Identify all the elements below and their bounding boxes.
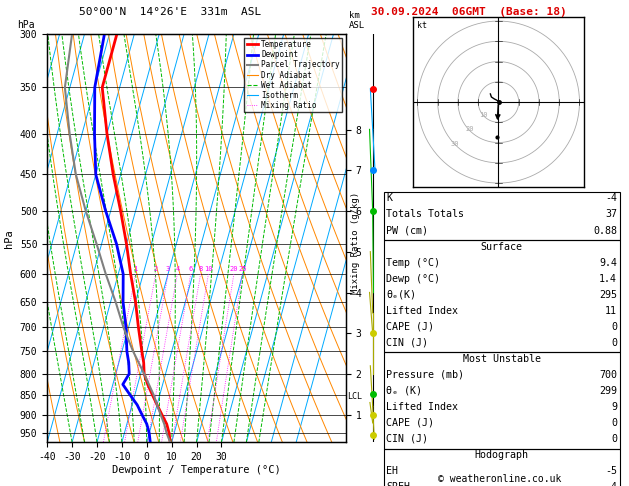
Text: 25: 25 [238, 266, 247, 272]
Legend: Temperature, Dewpoint, Parcel Trajectory, Dry Adiabat, Wet Adiabat, Isotherm, Mi: Temperature, Dewpoint, Parcel Trajectory… [245, 38, 342, 112]
X-axis label: Dewpoint / Temperature (°C): Dewpoint / Temperature (°C) [112, 465, 281, 475]
Text: PW (cm): PW (cm) [386, 226, 428, 236]
Text: 2: 2 [153, 266, 158, 272]
Text: CIN (J): CIN (J) [386, 434, 428, 444]
Text: θₑ (K): θₑ (K) [386, 386, 422, 396]
Text: 37: 37 [605, 209, 617, 220]
Text: hPa: hPa [18, 20, 35, 30]
Text: 0: 0 [611, 338, 617, 348]
Text: -5: -5 [605, 466, 617, 476]
Text: 20: 20 [465, 126, 474, 132]
Text: CAPE (J): CAPE (J) [386, 418, 434, 428]
Text: Pressure (mb): Pressure (mb) [386, 370, 464, 380]
Text: 50°00'N  14°26'E  331m  ASL: 50°00'N 14°26'E 331m ASL [79, 7, 261, 17]
Text: SREH: SREH [386, 482, 410, 486]
Text: Hodograph: Hodograph [475, 450, 528, 460]
Text: 0: 0 [611, 418, 617, 428]
Text: K: K [386, 193, 392, 204]
Text: 1.4: 1.4 [599, 274, 617, 284]
Text: Lifted Index: Lifted Index [386, 402, 458, 412]
Text: Dewp (°C): Dewp (°C) [386, 274, 440, 284]
Text: 30.09.2024  06GMT  (Base: 18): 30.09.2024 06GMT (Base: 18) [370, 7, 567, 17]
Text: 8: 8 [199, 266, 203, 272]
Text: Temp (°C): Temp (°C) [386, 258, 440, 268]
Text: 10: 10 [480, 112, 488, 118]
Text: 4: 4 [175, 266, 179, 272]
Text: 30: 30 [450, 141, 459, 147]
Text: Mixing Ratio (g/kg): Mixing Ratio (g/kg) [351, 192, 360, 294]
Text: 0.88: 0.88 [593, 226, 617, 236]
Text: Surface: Surface [481, 242, 523, 252]
Text: 9.4: 9.4 [599, 258, 617, 268]
Text: kt: kt [418, 21, 428, 30]
Text: Totals Totals: Totals Totals [386, 209, 464, 220]
Y-axis label: hPa: hPa [4, 229, 14, 247]
Text: Most Unstable: Most Unstable [462, 354, 541, 364]
Text: 700: 700 [599, 370, 617, 380]
Text: 9: 9 [611, 402, 617, 412]
Text: 6: 6 [189, 266, 193, 272]
Text: 1: 1 [133, 266, 138, 272]
Text: © weatheronline.co.uk: © weatheronline.co.uk [438, 473, 562, 484]
Text: θₑ(K): θₑ(K) [386, 290, 416, 300]
Text: 11: 11 [605, 306, 617, 316]
Text: Lifted Index: Lifted Index [386, 306, 458, 316]
Text: 299: 299 [599, 386, 617, 396]
Text: 10: 10 [204, 266, 213, 272]
Text: CAPE (J): CAPE (J) [386, 322, 434, 332]
Text: -4: -4 [605, 193, 617, 204]
Text: 0: 0 [611, 322, 617, 332]
Text: km
ASL: km ASL [349, 11, 365, 30]
Text: 4: 4 [611, 482, 617, 486]
Text: 0: 0 [611, 434, 617, 444]
Text: 3: 3 [166, 266, 170, 272]
Text: 295: 295 [599, 290, 617, 300]
Text: EH: EH [386, 466, 398, 476]
Text: CIN (J): CIN (J) [386, 338, 428, 348]
Text: 20: 20 [230, 266, 238, 272]
Text: LCL: LCL [347, 392, 362, 401]
